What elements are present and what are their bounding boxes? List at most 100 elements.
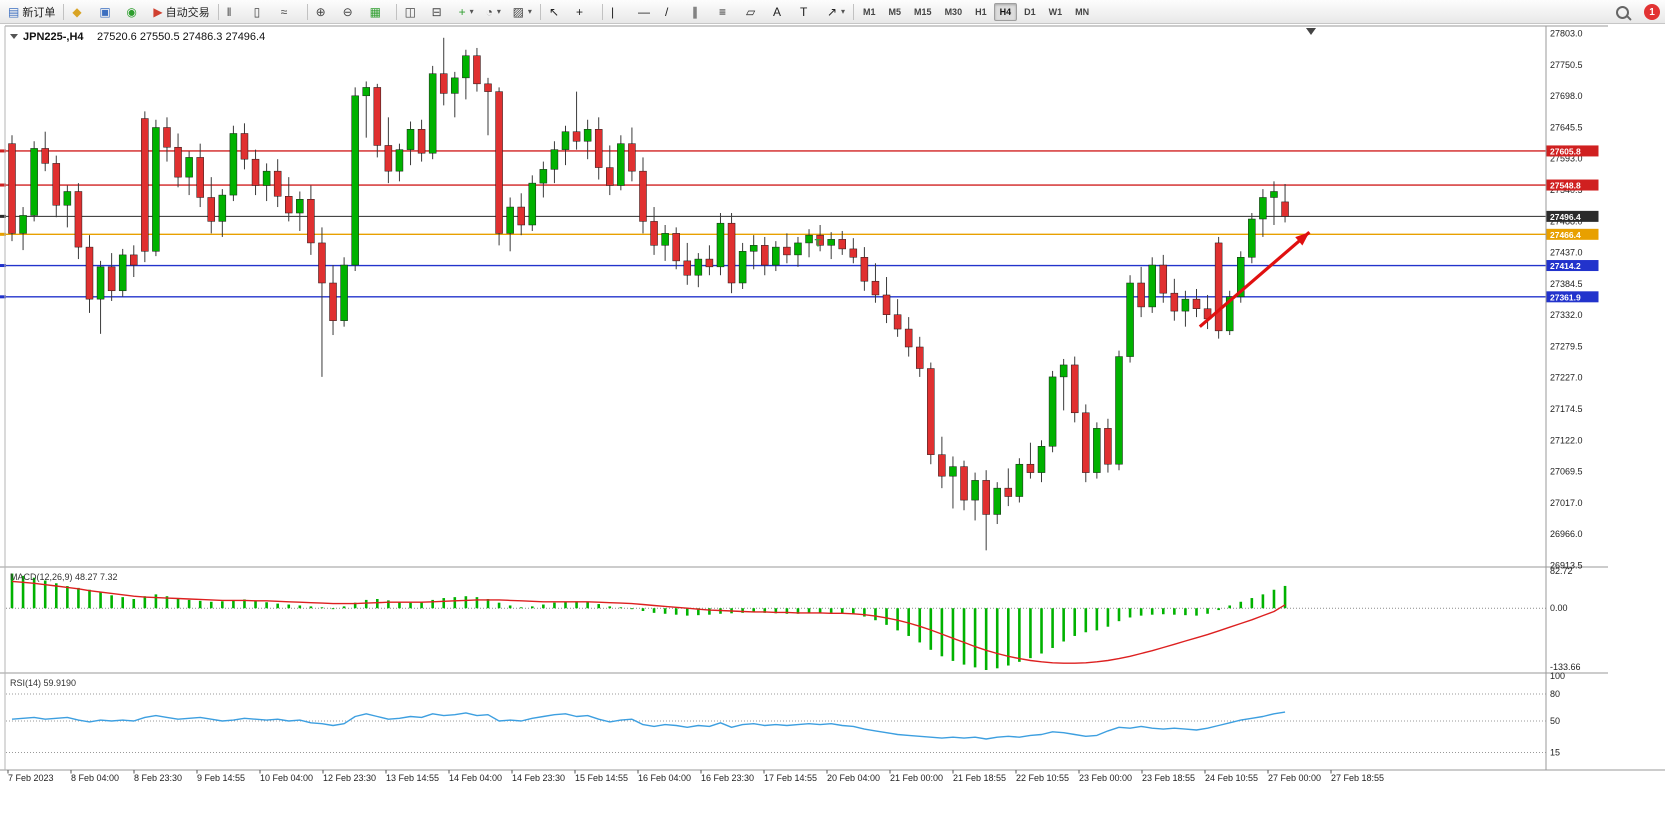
candle	[982, 470, 990, 551]
timeframe-m5[interactable]: M5	[888, 6, 902, 17]
candle-body	[52, 163, 61, 206]
candle-body	[373, 87, 382, 146]
candle	[827, 232, 835, 260]
candle	[152, 119, 160, 257]
chart-area[interactable]: T JPN225-,H4 27520.6 27550.5 27486.3 27496…	[0, 24, 1665, 840]
dropdown-caret-icon: ▾	[527, 7, 532, 16]
timeframe-h4[interactable]: H4	[993, 2, 1018, 21]
new-chart-button[interactable]: + ▾	[455, 1, 481, 23]
candle-body	[838, 239, 846, 250]
candle-body	[1115, 356, 1123, 465]
time-axis-label: 27 Feb 18:55	[1331, 773, 1384, 783]
main-plot[interactable]	[6, 26, 1546, 567]
price-axis-label: 27069.5	[1550, 467, 1583, 477]
trendline-button[interactable]: /	[661, 1, 687, 23]
horizontal-line-button[interactable]: —	[634, 1, 660, 23]
zoom-in-button[interactable]: ⊕	[312, 1, 338, 23]
text-button[interactable]: A	[769, 1, 795, 23]
search-button[interactable]	[1612, 1, 1638, 23]
price-axis-label: 27645.5	[1550, 122, 1583, 132]
chart-ohlc-label: 27520.6 27550.5 27486.3 27496.4	[97, 31, 265, 43]
toolbar-separator	[217, 3, 219, 20]
candle-body	[650, 221, 658, 246]
candle	[561, 125, 570, 166]
line-chart-button[interactable]: ≈	[277, 1, 303, 23]
candle-body	[285, 196, 293, 214]
notification-badge[interactable]: 1	[1644, 4, 1660, 20]
candle	[185, 151, 193, 196]
chart-symbol-label: JPN225-,H4	[23, 31, 84, 43]
template-button[interactable]: ▨ ▾	[509, 1, 536, 23]
candle-body	[1170, 292, 1179, 312]
line-chart-icon: ≈	[280, 4, 288, 19]
candle	[915, 336, 924, 377]
toolbar-separator	[306, 3, 308, 20]
time-axis-label: 14 Feb 04:00	[449, 773, 502, 783]
period-button[interactable]: ◔ ▾	[482, 1, 508, 23]
candle	[550, 141, 559, 184]
candle-body	[982, 480, 990, 515]
channel-button[interactable]: ∥	[688, 1, 714, 23]
cursor-button[interactable]: ↖	[545, 1, 571, 23]
price-tag-label: 27605.8	[1550, 146, 1581, 156]
candle-body	[882, 294, 891, 315]
bar-chart-button[interactable]: ‖	[223, 1, 249, 23]
candle	[351, 87, 359, 272]
candle	[340, 257, 348, 327]
candle	[30, 141, 38, 222]
candle-body	[727, 222, 736, 284]
price-tag-label: 27361.9	[1550, 292, 1581, 302]
candle-body	[1159, 264, 1168, 294]
zoom-out-icon: ⊖	[342, 4, 353, 19]
candle-body	[152, 127, 160, 252]
timeframe-m15[interactable]: M15	[914, 6, 932, 17]
candlestick-button[interactable]: ▯	[250, 1, 276, 23]
timeframe-w1[interactable]: W1	[1048, 6, 1063, 17]
market-watch-button[interactable]: ▣	[95, 1, 121, 23]
time-axis-label: 22 Feb 10:55	[1016, 773, 1069, 783]
candle	[517, 193, 525, 236]
auto-trading-button[interactable]: ▶ 自动交易	[149, 1, 213, 23]
chart-shift-marker-icon[interactable]	[1306, 28, 1316, 35]
arrange-horizontal-button[interactable]: ◫	[401, 1, 427, 23]
profiles-button[interactable]: ◆	[68, 1, 94, 23]
candle-body	[617, 143, 625, 186]
candle-body	[993, 487, 1001, 515]
symbol-dropdown-icon[interactable]	[10, 34, 18, 39]
data-window-button[interactable]: ◉	[122, 1, 148, 23]
time-axis[interactable]	[0, 770, 1665, 786]
fibonacci-button[interactable]: ≡	[715, 1, 741, 23]
price-axis-label: 27384.5	[1550, 279, 1583, 289]
trend-arrow-annotation[interactable]	[1198, 230, 1311, 328]
vertical-line-button[interactable]: |	[607, 1, 633, 23]
price-axis[interactable]	[1546, 26, 1665, 770]
candle-body	[1214, 242, 1223, 332]
crosshair-button[interactable]: +	[572, 1, 598, 23]
zoom-out-button[interactable]: ⊖	[339, 1, 365, 23]
macd-panel[interactable]	[6, 567, 1546, 673]
candle	[1259, 189, 1267, 237]
zoom-in-icon: ⊕	[315, 4, 326, 19]
timeframe-m30[interactable]: M30	[944, 6, 963, 17]
timeframe-mn[interactable]: MN	[1075, 6, 1090, 17]
arrows-button[interactable]: ↗ ▾	[823, 1, 849, 23]
timeframe-m1[interactable]: M1	[863, 6, 876, 17]
text-label-button[interactable]: T	[796, 1, 822, 23]
new-order-button[interactable]: ▤ 新订单	[4, 1, 59, 23]
text-annotation[interactable]: T	[815, 238, 822, 250]
price-axis-label: 27593.0	[1550, 154, 1583, 164]
rsi-panel[interactable]	[6, 673, 1546, 770]
candle-body	[528, 182, 537, 226]
shapes-button[interactable]: ▱	[742, 1, 768, 23]
candle-body	[904, 328, 913, 348]
timeframe-d1[interactable]: D1	[1024, 6, 1036, 17]
macd-label: MACD(12,26,9) 48.27 7.32	[10, 572, 118, 582]
candle-body	[705, 258, 714, 268]
timeframe-h1[interactable]: H1	[975, 6, 987, 17]
candle	[749, 235, 758, 270]
price-tag	[1546, 145, 1599, 157]
rsi-axis-label: 80	[1550, 689, 1560, 699]
tile-windows-button[interactable]: ▦	[366, 1, 392, 23]
candle	[1059, 358, 1068, 411]
arrange-vertical-button[interactable]: ⊟	[428, 1, 454, 23]
